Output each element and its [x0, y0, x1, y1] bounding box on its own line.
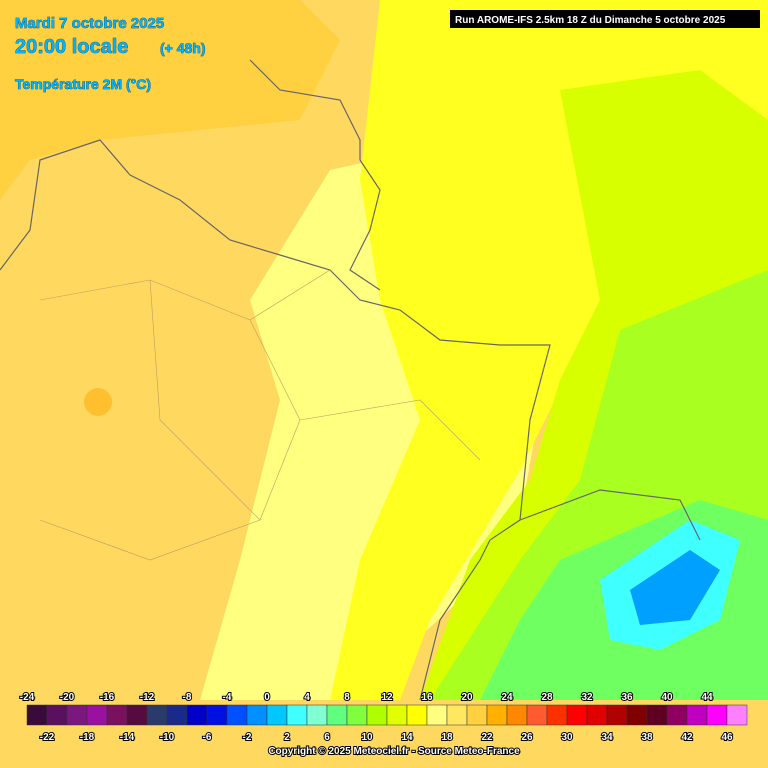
legend-label: -16 [100, 692, 115, 703]
color-swatch [666, 704, 688, 726]
color-swatch [546, 704, 568, 726]
legend-label: 42 [681, 732, 693, 743]
color-swatch [486, 704, 508, 726]
color-swatch [146, 704, 168, 726]
color-swatch [46, 704, 68, 726]
legend-label: 14 [401, 732, 413, 743]
legend-label: -6 [203, 732, 212, 743]
color-swatch [606, 704, 628, 726]
legend-label: -12 [140, 692, 155, 703]
color-swatch [266, 704, 288, 726]
color-swatch [386, 704, 408, 726]
color-swatch [306, 704, 328, 726]
temp-zone [84, 388, 112, 416]
legend-label: 40 [661, 692, 673, 703]
legend-label: 28 [541, 692, 553, 703]
color-swatch [626, 704, 648, 726]
color-swatch [346, 704, 368, 726]
color-swatch [366, 704, 388, 726]
color-legend: -24-22-20-18-16-14-12-10-8-6-4-202468101… [19, 691, 748, 744]
legend-label: 6 [324, 732, 330, 743]
color-swatch [446, 704, 468, 726]
color-swatch [246, 704, 268, 726]
color-swatch [426, 704, 448, 726]
legend-label: 20 [461, 692, 473, 703]
color-swatch [126, 704, 148, 726]
legend-label: -8 [183, 692, 192, 703]
temp-zone [630, 550, 720, 625]
color-swatch [226, 704, 248, 726]
legend-label: -4 [223, 692, 232, 703]
legend-label: 44 [701, 692, 713, 703]
legend-label: -20 [60, 692, 75, 703]
color-swatch [186, 704, 208, 726]
legend-label: 22 [481, 732, 493, 743]
legend-label: 16 [421, 692, 433, 703]
country-border [0, 139, 551, 701]
legend-label: -24 [20, 692, 35, 703]
color-swatch [86, 704, 108, 726]
temp-zone [0, 0, 340, 200]
color-swatch [646, 704, 668, 726]
region-border [39, 269, 481, 561]
color-swatch [586, 704, 608, 726]
legend-label: -22 [40, 732, 55, 743]
color-swatch [26, 704, 48, 726]
color-swatch [686, 704, 708, 726]
legend-label: 32 [581, 692, 593, 703]
legend-label: 4 [304, 692, 310, 703]
color-swatch [506, 704, 528, 726]
forecast-date: Mardi 7 octobre 2025 [15, 15, 164, 32]
legend-label: -14 [120, 732, 135, 743]
legend-label: 38 [641, 732, 653, 743]
legend-label: 12 [381, 692, 393, 703]
legend-label: -2 [243, 732, 252, 743]
run-info-box [450, 10, 760, 28]
color-swatch [526, 704, 548, 726]
color-swatch [406, 704, 428, 726]
color-swatch [706, 704, 728, 726]
legend-label: 26 [521, 732, 533, 743]
color-swatch [566, 704, 588, 726]
legend-label: 2 [284, 732, 290, 743]
legend-label: 10 [361, 732, 373, 743]
legend-label: 46 [721, 732, 733, 743]
copyright: Copyright © 2025 Meteociel.fr - Source M… [268, 746, 520, 757]
color-swatch [286, 704, 308, 726]
legend-label: 30 [561, 732, 573, 743]
color-swatch [106, 704, 128, 726]
legend-label: 8 [344, 692, 350, 703]
country-border [249, 59, 361, 160]
country-border [349, 159, 381, 291]
forecast-time: 20:00 locale [15, 36, 128, 58]
legend-label: 18 [441, 732, 453, 743]
color-swatch [66, 704, 88, 726]
run-info: Run AROME-IFS 2.5km 18 Z du Dimanche 5 o… [455, 15, 726, 26]
legend-label: 24 [501, 692, 513, 703]
parameter-title: Température 2M (°C) [15, 76, 151, 92]
legend-label: -10 [160, 732, 175, 743]
legend-label: -18 [80, 732, 95, 743]
forecast-lead: (+ 48h) [160, 40, 206, 56]
country-border [519, 489, 701, 541]
color-swatch [326, 704, 348, 726]
legend-label: 34 [601, 732, 613, 743]
color-swatch [726, 704, 748, 726]
legend-label: 0 [264, 692, 270, 703]
color-swatch [466, 704, 488, 726]
color-swatch [206, 704, 228, 726]
color-swatch [166, 704, 188, 726]
legend-label: 36 [621, 692, 633, 703]
